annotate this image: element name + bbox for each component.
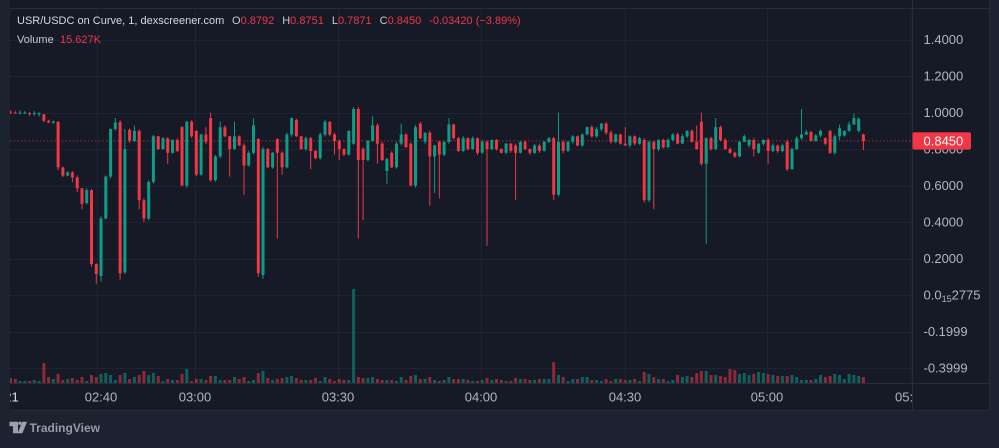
svg-text:TradingView: TradingView [30, 421, 101, 435]
svg-text:04:30: 04:30 [609, 390, 642, 405]
svg-text:0.4000: 0.4000 [924, 215, 964, 230]
svg-text:0.8450: 0.8450 [924, 134, 964, 149]
svg-text:0.6000: 0.6000 [924, 178, 964, 193]
svg-text:Volume: Volume [17, 34, 54, 46]
svg-text:-0.3999: -0.3999 [924, 361, 968, 376]
svg-text:0.2000: 0.2000 [924, 251, 964, 266]
svg-text:03:30: 03:30 [322, 390, 355, 405]
svg-text:1.4000: 1.4000 [924, 32, 964, 47]
svg-text:USR/USDC on Curve, 1, dexscree: USR/USDC on Curve, 1, dexscreener.com [17, 15, 224, 27]
svg-text:1.0000: 1.0000 [924, 105, 964, 120]
svg-text:05:: 05: [895, 390, 913, 405]
svg-text:02:40: 02:40 [85, 390, 118, 405]
svg-text:1.2000: 1.2000 [924, 69, 964, 84]
svg-text:21: 21 [4, 390, 18, 405]
svg-text:0.0152775: 0.0152775 [924, 288, 981, 304]
svg-text:05:00: 05:00 [751, 390, 784, 405]
svg-text:03:00: 03:00 [179, 390, 212, 405]
svg-text:04:00: 04:00 [465, 390, 498, 405]
svg-text:-0.1999: -0.1999 [924, 324, 968, 339]
svg-text:15.627K: 15.627K [60, 34, 102, 46]
